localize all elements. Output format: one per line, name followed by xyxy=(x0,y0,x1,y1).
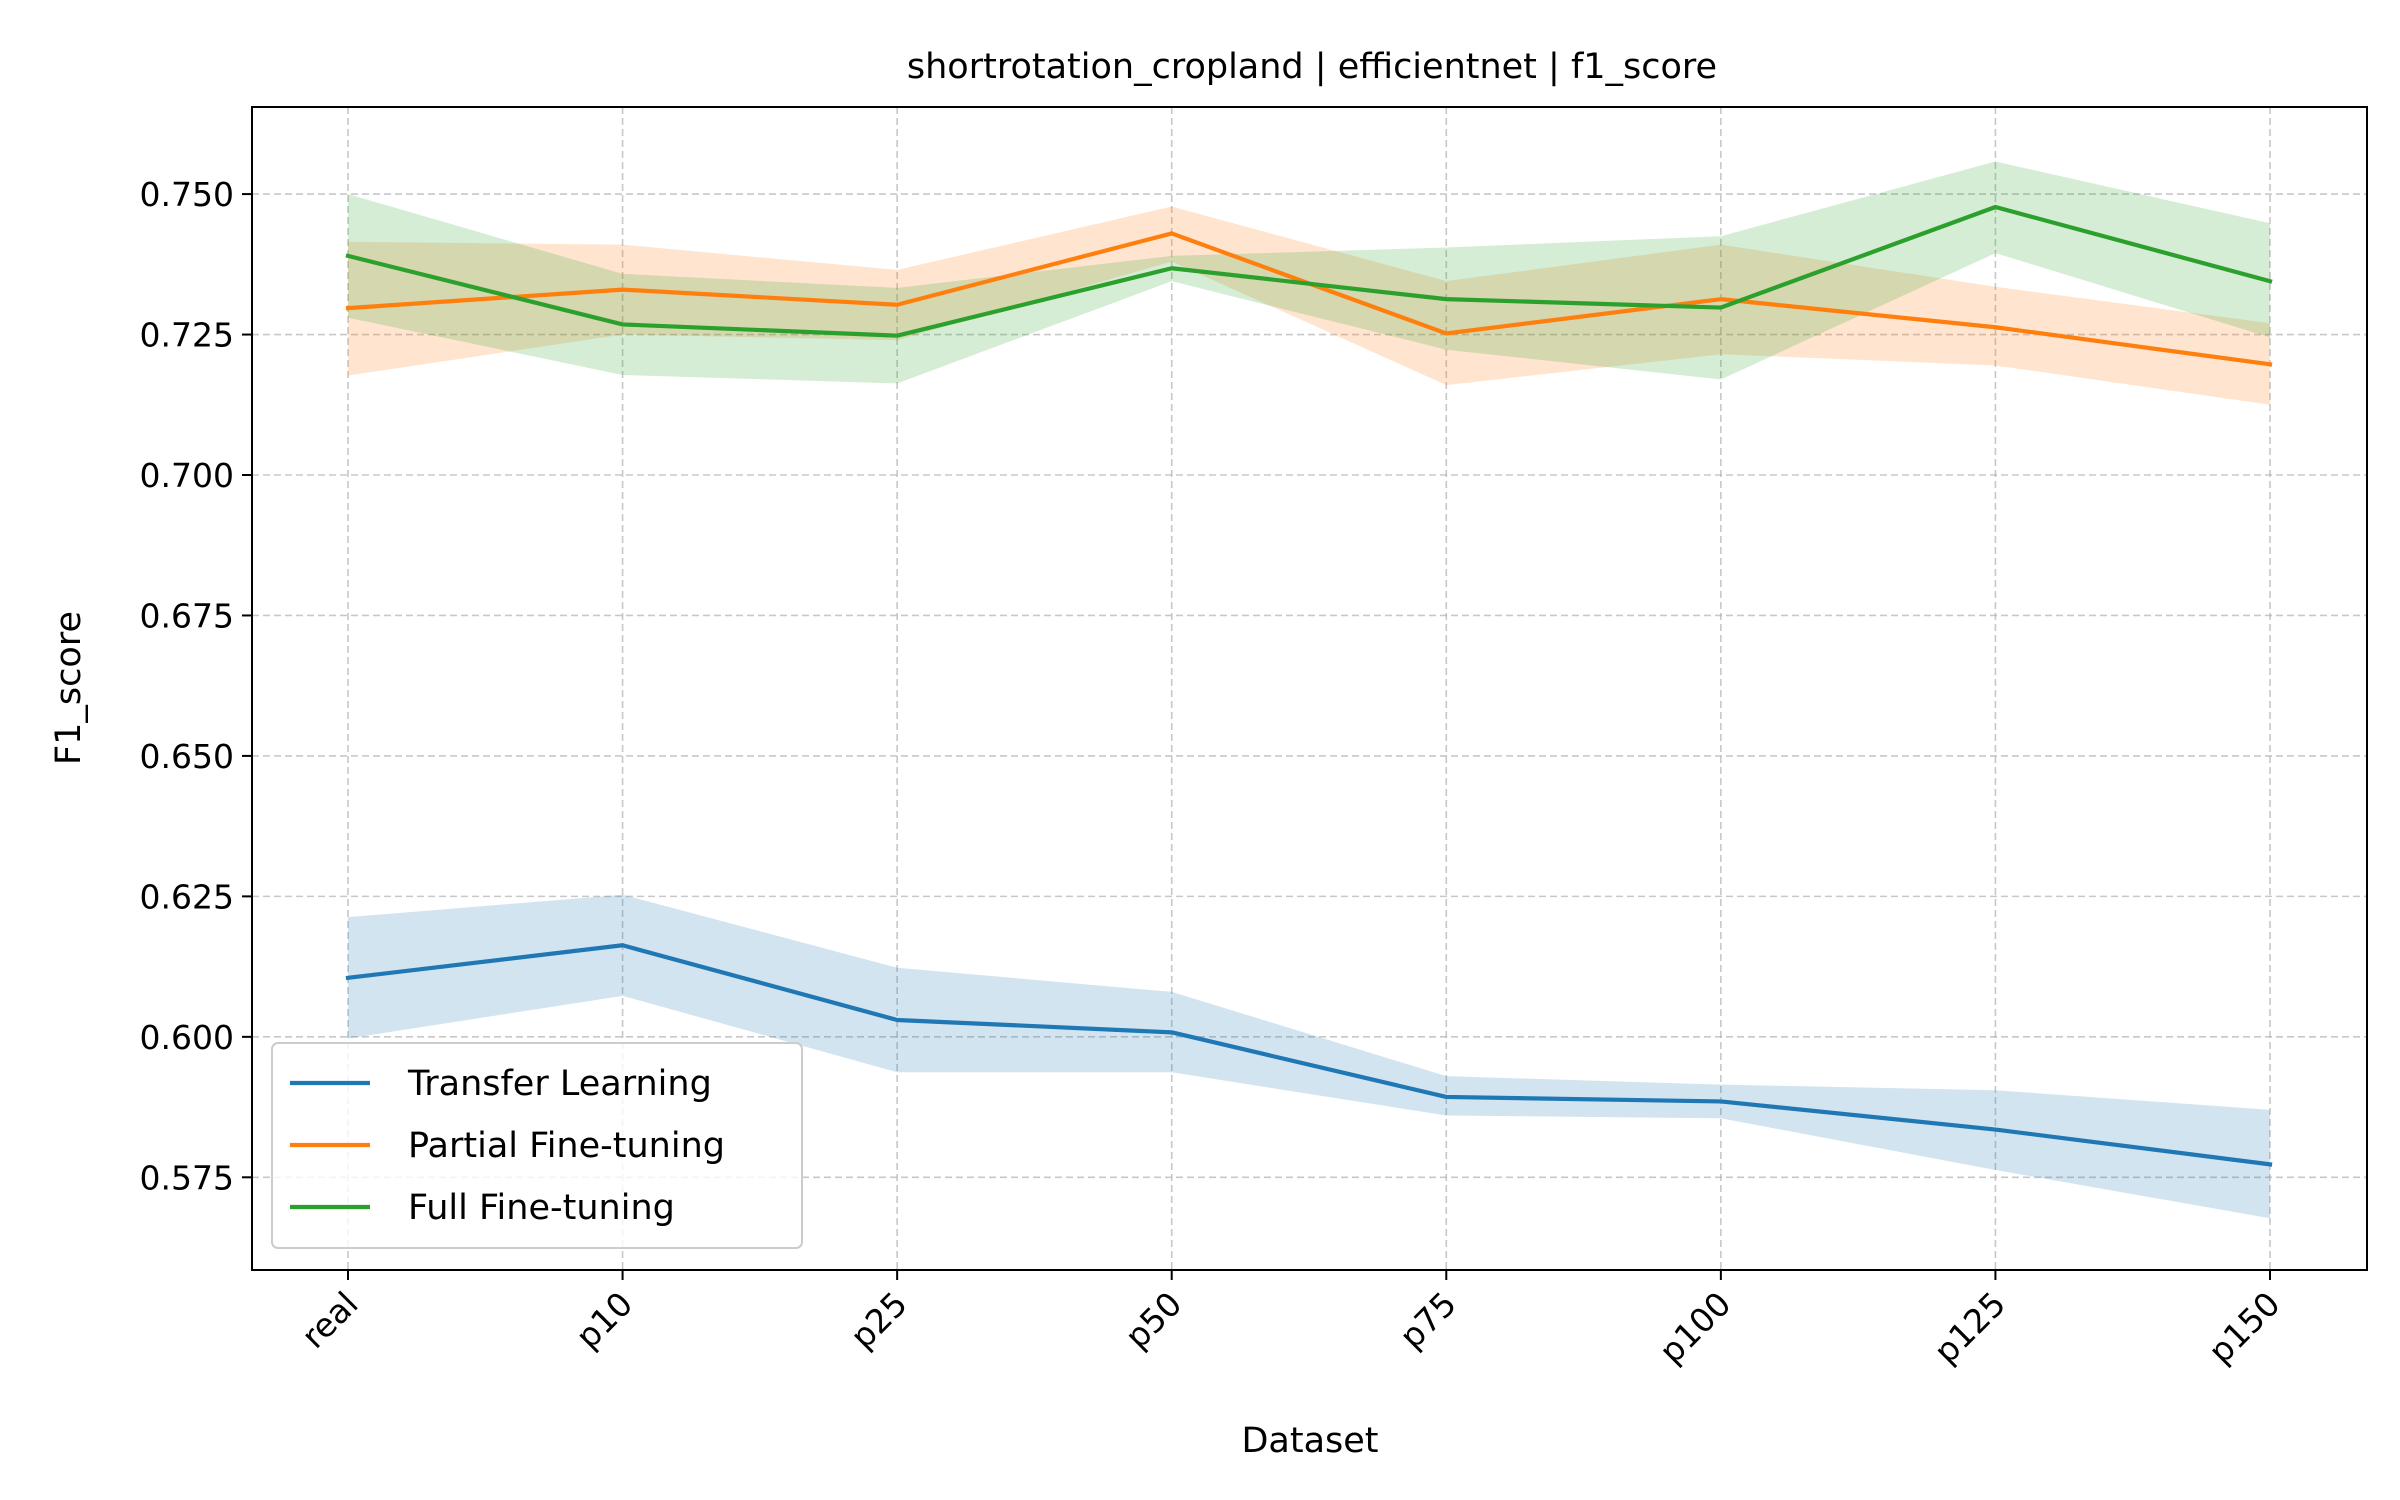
x-axis-ticks: real p10 p25 p50 p75 p100 p125 p150 xyxy=(294,1270,2288,1371)
x-tick-label: p10 xyxy=(568,1284,640,1356)
y-tick-label: 0.725 xyxy=(140,316,234,355)
x-tick-label: p75 xyxy=(1392,1284,1464,1356)
x-axis-label: Dataset xyxy=(1241,1421,1378,1461)
chart-title: shortrotation_cropland | efficientnet | … xyxy=(907,47,1717,87)
x-tick-label: p25 xyxy=(843,1284,915,1356)
y-axis-ticks: 0.575 0.600 0.625 0.650 0.675 0.700 0.725 0.750 xyxy=(140,175,252,1197)
y-tick-label: 0.675 xyxy=(140,596,234,635)
series-line xyxy=(345,943,2273,1167)
confidence-band xyxy=(348,894,2270,1219)
y-tick-label: 0.600 xyxy=(140,1018,234,1057)
legend-label: Transfer Learning xyxy=(407,1064,712,1104)
confidence-bands xyxy=(348,161,2270,1219)
y-axis-label: F1_score xyxy=(49,611,89,765)
x-tick-label: p100 xyxy=(1652,1284,1739,1371)
y-tick-label: 0.650 xyxy=(140,737,234,776)
y-tick-label: 0.700 xyxy=(140,456,234,495)
series-line xyxy=(345,204,2273,338)
x-tick-label: real xyxy=(294,1284,366,1356)
legend: Transfer Learning Partial Fine-tuning Full… xyxy=(271,1042,803,1249)
x-tick-label: p125 xyxy=(1926,1284,2013,1371)
confidence-band xyxy=(348,161,2270,384)
legend-label: Full Fine-tuning xyxy=(408,1188,675,1228)
confidence-band xyxy=(348,206,2270,405)
legend-items: Transfer Learning Partial Fine-tuning Full… xyxy=(290,1064,725,1228)
legend-label: Partial Fine-tuning xyxy=(408,1126,725,1166)
series-lines xyxy=(345,204,2273,1167)
y-tick-label: 0.575 xyxy=(140,1158,234,1197)
x-tick-label: p150 xyxy=(2201,1284,2288,1371)
y-tick-label: 0.625 xyxy=(140,877,234,916)
x-tick-label: p50 xyxy=(1117,1284,1189,1356)
legend-box xyxy=(271,1042,803,1249)
plot-frame xyxy=(251,106,2368,1271)
y-tick-label: 0.750 xyxy=(140,175,234,214)
